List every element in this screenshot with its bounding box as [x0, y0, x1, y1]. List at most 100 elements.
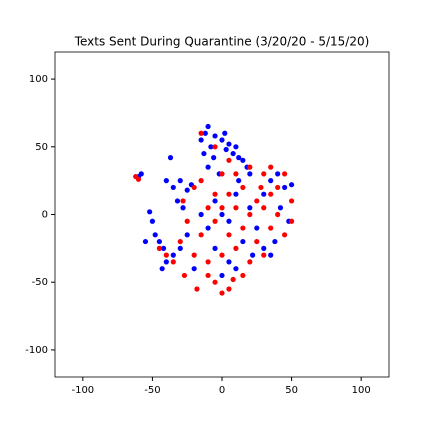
point	[268, 225, 274, 231]
point	[240, 272, 246, 279]
point	[233, 266, 239, 272]
point	[226, 157, 232, 163]
point	[226, 218, 232, 224]
point	[212, 279, 218, 285]
point	[170, 184, 176, 191]
point	[152, 232, 158, 238]
point	[261, 171, 267, 177]
x-tick-label: -50	[144, 385, 160, 396]
point	[268, 178, 274, 184]
point	[226, 286, 232, 292]
point	[254, 198, 260, 204]
point	[212, 133, 218, 139]
point	[212, 198, 218, 204]
point	[250, 252, 256, 258]
point	[233, 144, 239, 150]
point	[198, 211, 204, 218]
point	[177, 238, 183, 245]
point	[240, 238, 246, 245]
point	[277, 205, 284, 211]
point	[219, 171, 225, 177]
y-tick-label: 50	[35, 142, 48, 153]
point	[268, 164, 274, 170]
chart-title: Texts Sent During Quarantine (3/20/20 - …	[74, 35, 370, 49]
point	[194, 286, 200, 292]
point	[142, 238, 149, 245]
point	[191, 252, 197, 258]
y-tick-label: 100	[29, 74, 48, 85]
point	[138, 171, 144, 177]
point	[156, 245, 162, 251]
point	[223, 146, 229, 153]
point	[233, 191, 239, 197]
point	[247, 259, 253, 265]
point	[268, 191, 274, 197]
point	[282, 184, 288, 191]
point	[212, 218, 218, 224]
point	[240, 184, 246, 191]
point	[236, 155, 242, 161]
point	[226, 141, 232, 147]
point	[268, 252, 274, 258]
point	[170, 259, 176, 265]
y-tick-label: -50	[32, 277, 48, 288]
point	[219, 211, 225, 218]
point	[236, 178, 242, 184]
point	[191, 184, 197, 191]
x-tick-label: 50	[285, 385, 298, 396]
point	[184, 232, 190, 238]
point	[205, 123, 211, 130]
point	[198, 137, 204, 143]
point	[211, 155, 217, 161]
point	[198, 178, 204, 184]
point	[174, 198, 181, 204]
point	[156, 238, 162, 245]
point	[288, 218, 295, 224]
point	[212, 144, 218, 150]
point	[133, 173, 139, 180]
point	[247, 205, 253, 211]
point	[219, 252, 225, 258]
point	[180, 205, 186, 211]
y-tick-label: 0	[42, 210, 48, 221]
point	[147, 209, 153, 215]
point	[191, 266, 197, 272]
point	[258, 184, 264, 191]
x-tick-label: 100	[352, 385, 371, 396]
point	[222, 130, 228, 136]
point	[205, 225, 211, 231]
point	[247, 164, 253, 170]
point	[170, 252, 176, 258]
point	[275, 184, 281, 191]
point	[233, 245, 239, 251]
point	[226, 191, 232, 197]
point	[205, 164, 211, 170]
point	[180, 198, 186, 204]
point	[201, 150, 207, 157]
point	[181, 272, 188, 279]
point	[184, 218, 190, 224]
point	[198, 130, 204, 136]
point	[247, 171, 253, 177]
point	[202, 130, 208, 136]
point	[233, 171, 239, 177]
point	[282, 232, 288, 238]
x-tick-label: -100	[71, 385, 94, 396]
point	[219, 272, 225, 279]
point	[219, 205, 225, 211]
point	[275, 171, 281, 177]
point	[219, 137, 225, 143]
point	[261, 191, 267, 197]
point	[247, 211, 253, 218]
point	[208, 144, 214, 150]
point	[254, 225, 260, 231]
y-tick-label: -100	[25, 345, 48, 356]
point	[261, 205, 267, 211]
plot-frame	[54, 51, 390, 378]
point	[226, 259, 232, 265]
point	[160, 245, 167, 251]
point	[163, 252, 169, 258]
point	[177, 245, 183, 251]
point	[233, 205, 239, 211]
